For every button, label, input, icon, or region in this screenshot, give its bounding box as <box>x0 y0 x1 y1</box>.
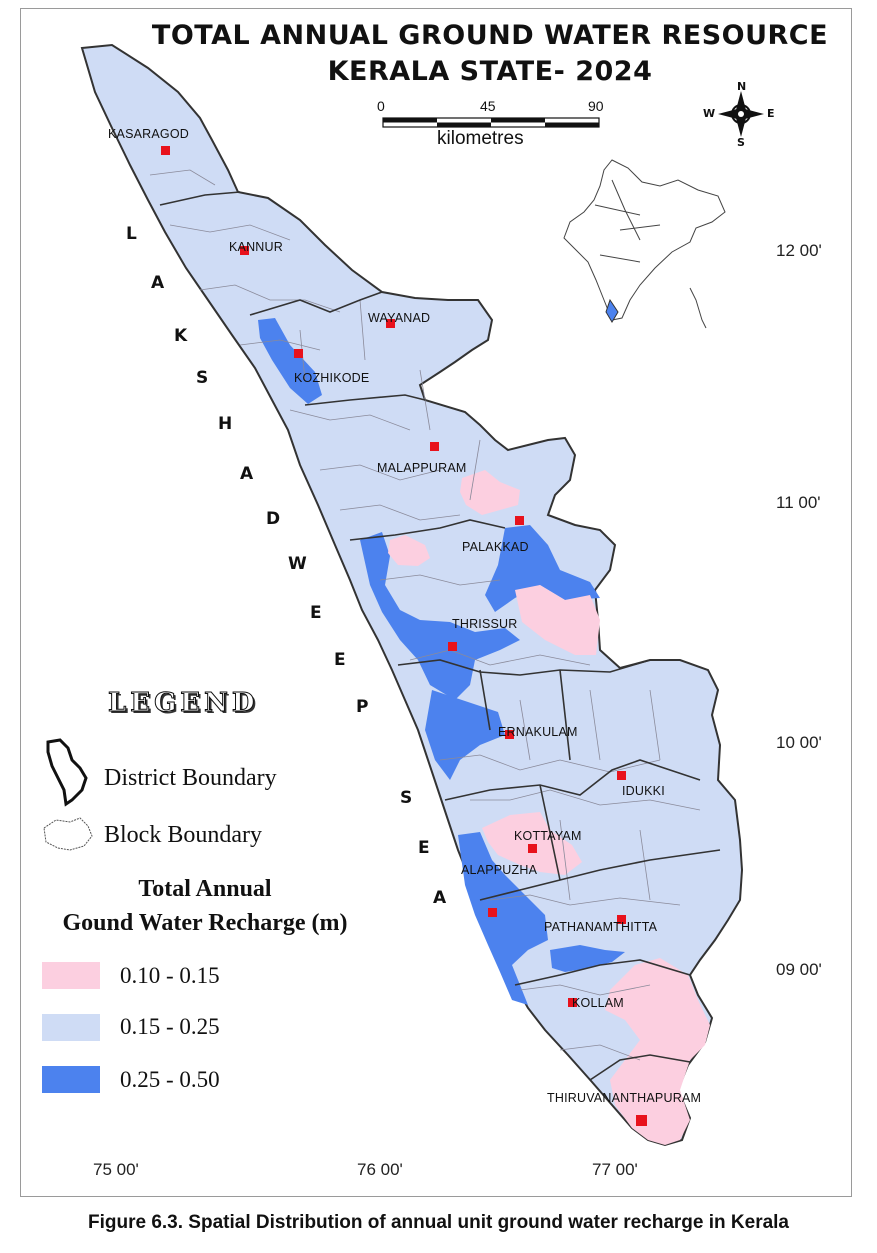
map-subtitle: KERALA STATE- 2024 <box>327 56 653 87</box>
sea-letter: A <box>433 888 447 908</box>
legend-swatch-low <box>42 962 100 989</box>
scale-unit: kilometres <box>437 128 524 149</box>
sea-letter: W <box>288 554 307 574</box>
label-kollam: KOLLAM <box>572 996 624 1010</box>
legend-district-boundary: District Boundary <box>104 765 277 791</box>
india-locator-map <box>563 159 726 329</box>
compass-west: W <box>703 107 716 120</box>
latitude-10: 10 00' <box>776 733 822 752</box>
legend-class-low: 0.10 - 0.15 <box>120 963 220 988</box>
sea-letter: A <box>151 273 165 293</box>
label-kozhikode: KOZHIKODE <box>294 371 370 385</box>
sea-letter: E <box>334 650 346 670</box>
label-kasaragod: KASARAGOD <box>108 127 189 141</box>
scale-tick-0: 0 <box>377 98 385 114</box>
legend-title: LEGEND <box>107 688 259 719</box>
district-boundaries <box>159 191 721 1081</box>
scale-bar <box>382 117 600 128</box>
legend-heading-line2: Gound Water Recharge (m) <box>62 910 348 936</box>
label-alappuzha: ALAPPUZHA <box>461 863 538 877</box>
compass-south: S <box>737 136 745 149</box>
label-wayanad: WAYANAD <box>368 311 431 325</box>
scale-tick-90: 90 <box>588 98 604 114</box>
compass-east: E <box>767 107 775 120</box>
district-boundary-symbol <box>46 738 88 807</box>
label-palakkad: PALAKKAD <box>462 540 529 554</box>
label-kannur: KANNUR <box>229 240 283 254</box>
label-malappuram: MALAPPURAM <box>377 461 467 475</box>
sea-letter: P <box>356 697 369 717</box>
longitude-77: 77 00' <box>592 1160 638 1179</box>
sea-letter: H <box>218 414 233 434</box>
high-recharge-areas <box>258 318 625 1005</box>
figure-caption: Figure 6.3. Spatial Distribution of annu… <box>88 1212 789 1233</box>
scale-tick-45: 45 <box>480 98 496 114</box>
latitude-11: 11 00' <box>776 493 821 512</box>
legend-swatch-high <box>42 1066 100 1093</box>
longitude-75: 75 00' <box>93 1160 139 1179</box>
label-kottayam: KOTTAYAM <box>514 829 582 843</box>
longitude-76: 76 00' <box>357 1160 403 1179</box>
kerala-state-outline <box>80 43 744 1147</box>
map-title: TOTAL ANNUAL GROUND WATER RESOURCE <box>151 20 829 51</box>
latitude-12: 12 00' <box>776 241 822 260</box>
block-boundary-symbol <box>43 817 93 851</box>
compass-rose <box>718 91 764 137</box>
sea-letter: K <box>174 326 188 346</box>
label-idukki: IDUKKI <box>622 784 665 798</box>
sea-letter: A <box>240 464 254 484</box>
sea-letter: E <box>418 838 430 858</box>
label-thiruvananthapuram: THIRUVANANTHAPURAM <box>547 1091 702 1105</box>
legend-swatch-medium <box>42 1014 100 1041</box>
legend-heading-line1: Total Annual <box>138 876 272 902</box>
sea-letter: L <box>126 224 137 244</box>
label-thrissur: THRISSUR <box>452 617 518 631</box>
legend-block-boundary: Block Boundary <box>104 822 262 848</box>
legend-class-high: 0.25 - 0.50 <box>120 1067 220 1092</box>
latitude-09: 09 00' <box>776 960 822 979</box>
compass-north: N <box>737 80 747 93</box>
low-recharge-areas <box>388 470 710 1145</box>
label-ernakulam: ERNAKULAM <box>498 725 578 739</box>
sea-letter: S <box>196 368 209 388</box>
legend-class-medium: 0.15 - 0.25 <box>120 1014 220 1039</box>
sea-letter: D <box>266 509 281 529</box>
district-headquarters <box>161 146 647 1126</box>
sea-letter: S <box>400 788 413 808</box>
label-pathanamthitta: PATHANAMTHITTA <box>544 920 658 934</box>
sea-letter: E <box>310 603 322 623</box>
